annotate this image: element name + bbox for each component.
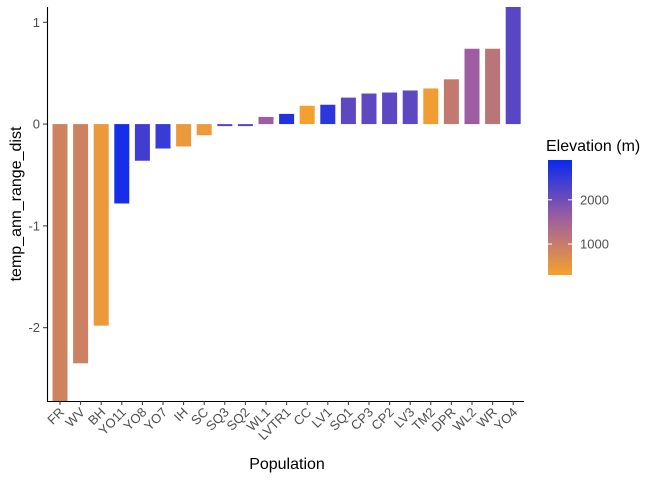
x-tick-label: YO7	[141, 405, 170, 434]
bar-cc	[299, 105, 315, 125]
bar-tm2	[423, 88, 439, 125]
bar-wl1	[258, 116, 274, 125]
y-axis-title: temp_ann_range_dist	[8, 126, 25, 281]
legend: Elevation (m) 1000 2000	[546, 138, 640, 275]
y-tick-label: 1	[33, 15, 40, 30]
legend-tick-label: 2000	[580, 192, 609, 207]
x-tick-label: IH	[171, 405, 191, 425]
legend-tick-label: 1000	[580, 237, 609, 252]
y-tick-label: 0	[33, 117, 40, 132]
bar-sc	[196, 124, 212, 136]
legend-title: Elevation (m)	[546, 138, 640, 155]
bar-lv3	[402, 90, 418, 125]
bar-sq1	[340, 97, 356, 125]
bar-yo8	[134, 124, 150, 161]
axes	[46, 7, 524, 403]
bar-yo4	[505, 7, 521, 125]
x-axis-title: Population	[249, 456, 325, 473]
x-tick-label: YO4	[491, 405, 520, 434]
bar-ih	[176, 124, 192, 147]
bar-lvtr1	[279, 113, 295, 125]
legend-colorbar	[548, 160, 572, 275]
x-tick-label: CC	[290, 405, 314, 429]
y-tick-label: -2	[28, 320, 40, 335]
bars	[52, 7, 521, 401]
bar-cp2	[382, 92, 398, 125]
bar-yo7	[155, 124, 171, 149]
bar-sq3	[217, 124, 233, 127]
bar-wl2	[464, 48, 480, 125]
bar-wr	[485, 48, 501, 125]
bar-lv1	[320, 104, 336, 125]
bar-cp3	[361, 93, 377, 125]
bar-fr	[52, 124, 68, 401]
bar-dpr	[443, 79, 459, 125]
bar-yo11	[114, 124, 130, 204]
x-tick-label: FR	[44, 405, 67, 428]
bar-bh	[93, 124, 109, 326]
bar-sq2	[237, 124, 253, 127]
legend-ticks: 1000 2000	[548, 192, 609, 252]
y-ticks: -2 -1 0 1	[28, 15, 47, 335]
bar-wv	[73, 124, 89, 364]
y-tick-label: -1	[28, 218, 40, 233]
